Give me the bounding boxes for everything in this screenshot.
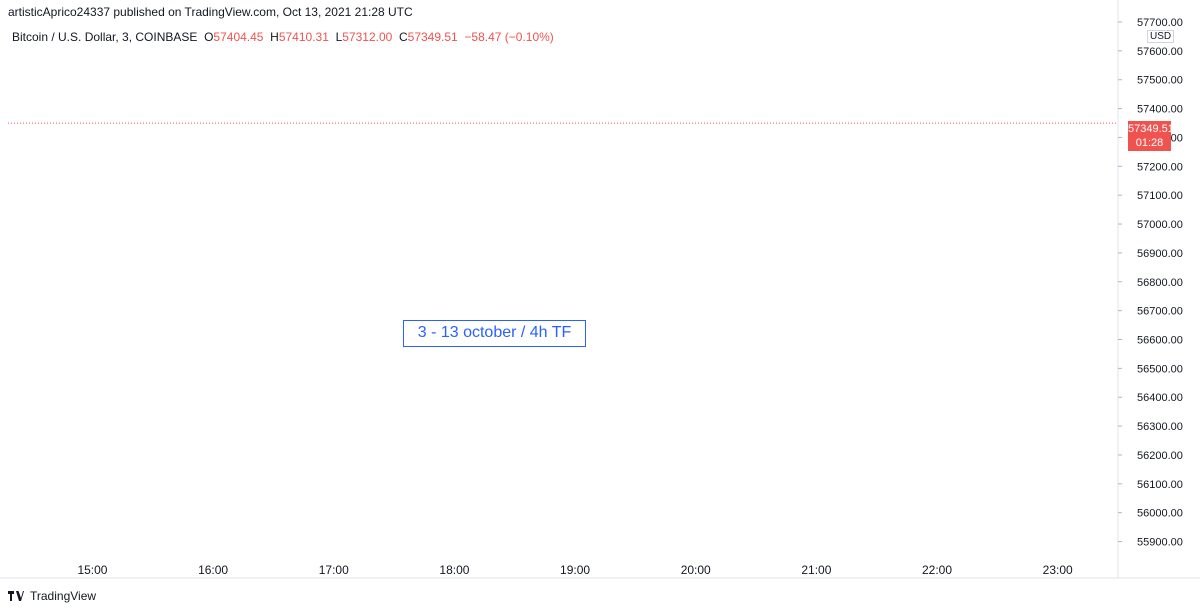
x-tick-label: 20:00 xyxy=(681,563,711,577)
y-tick-label: 57400.00 xyxy=(1137,104,1183,116)
y-tick-label: 57000.00 xyxy=(1137,219,1183,231)
x-tick-label: 16:00 xyxy=(198,563,228,577)
x-tick-label: 17:00 xyxy=(319,563,349,577)
y-tick-label: 57500.00 xyxy=(1137,75,1183,87)
y-tick-label: 55900.00 xyxy=(1137,537,1183,549)
y-tick-label: 57100.00 xyxy=(1137,190,1183,202)
y-tick-label: 57700.00 xyxy=(1137,17,1183,29)
y-tick-label: 56300.00 xyxy=(1137,421,1183,433)
x-tick-label: 18:00 xyxy=(439,563,469,577)
y-tick-label: 56600.00 xyxy=(1137,335,1183,347)
x-tick-label: 15:00 xyxy=(77,563,107,577)
y-tick-label: 56500.00 xyxy=(1137,363,1183,375)
x-tick-label: 22:00 xyxy=(922,563,952,577)
y-tick-label: 56400.00 xyxy=(1137,392,1183,404)
y-tick-label: 56700.00 xyxy=(1137,306,1183,318)
x-tick-label: 21:00 xyxy=(801,563,831,577)
y-tick-label: 56000.00 xyxy=(1137,508,1183,520)
y-tick-label: 56200.00 xyxy=(1137,450,1183,462)
y-tick-label: 56900.00 xyxy=(1137,248,1183,260)
y-tick-label: 56100.00 xyxy=(1137,479,1183,491)
y-tick-label: 57600.00 xyxy=(1137,46,1183,58)
y-tick-label: 57200.00 xyxy=(1137,161,1183,173)
y-tick-label: 56800.00 xyxy=(1137,277,1183,289)
x-tick-label: 19:00 xyxy=(560,563,590,577)
x-tick-label: 23:00 xyxy=(1043,563,1073,577)
